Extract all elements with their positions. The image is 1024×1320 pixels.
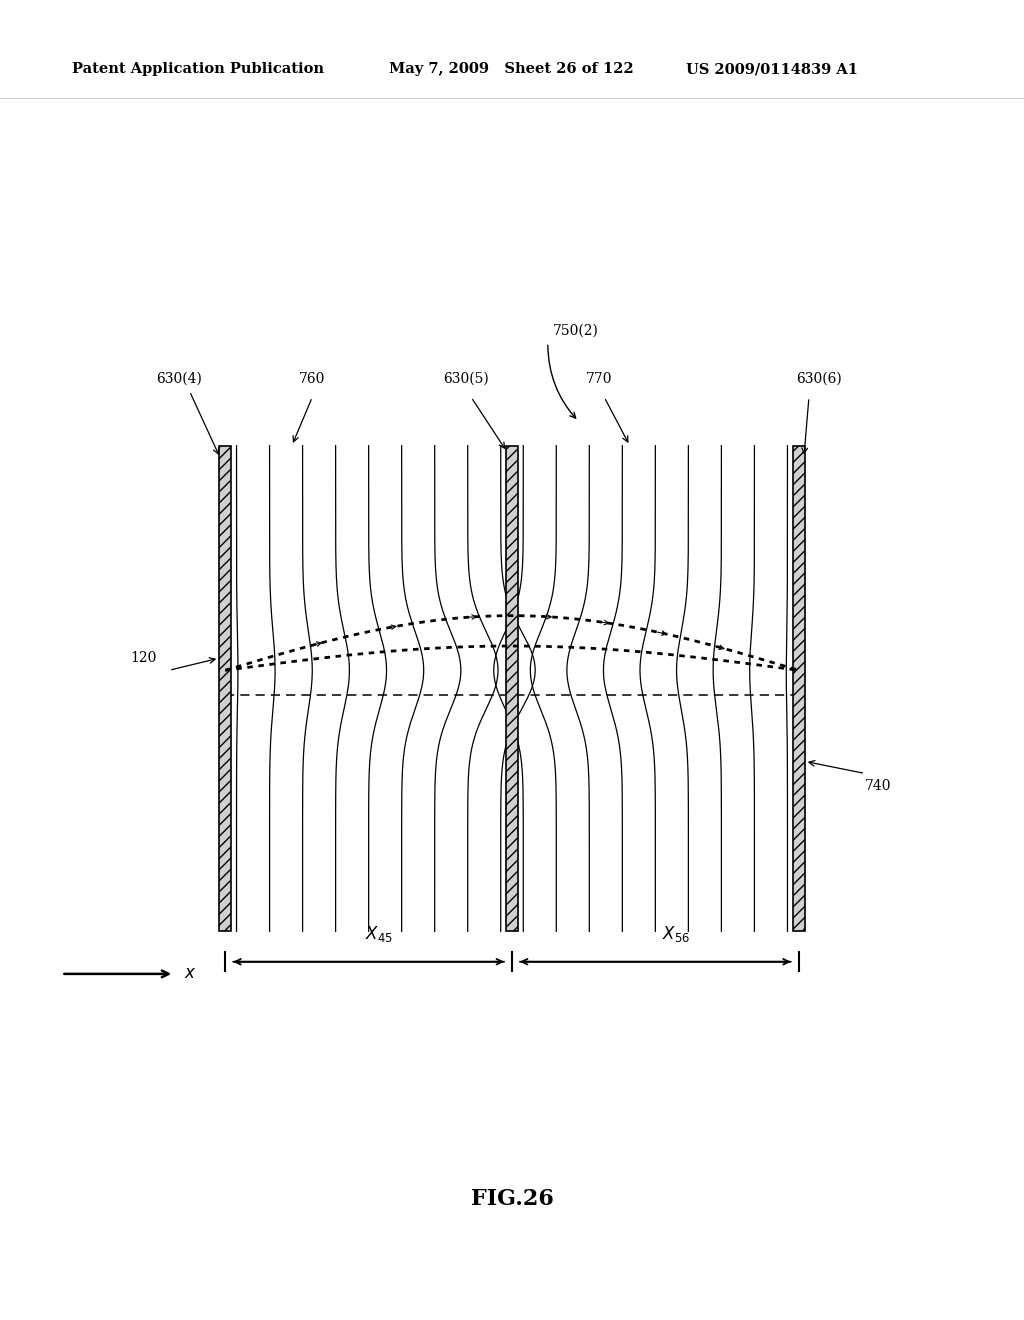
Text: $X_{45}$: $X_{45}$	[365, 924, 393, 944]
Text: 120: 120	[130, 651, 157, 665]
Text: 630(4): 630(4)	[157, 372, 202, 385]
Text: FIG.26: FIG.26	[471, 1188, 553, 1209]
Text: US 2009/0114839 A1: US 2009/0114839 A1	[686, 62, 858, 77]
Text: 760: 760	[299, 372, 326, 385]
Text: Patent Application Publication: Patent Application Publication	[72, 62, 324, 77]
Text: $X_{56}$: $X_{56}$	[662, 924, 690, 944]
Bar	[219, 446, 231, 932]
Text: 740: 740	[865, 779, 892, 793]
Text: 630(5): 630(5)	[443, 372, 488, 385]
Text: 750(2): 750(2)	[553, 323, 599, 338]
Bar	[506, 446, 518, 932]
Text: 630(6): 630(6)	[797, 372, 842, 385]
Text: 770: 770	[586, 372, 612, 385]
Text: $x$: $x$	[184, 965, 197, 982]
Bar	[793, 446, 805, 932]
Text: May 7, 2009   Sheet 26 of 122: May 7, 2009 Sheet 26 of 122	[389, 62, 634, 77]
